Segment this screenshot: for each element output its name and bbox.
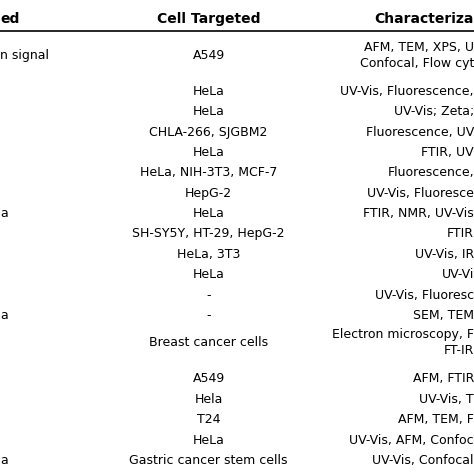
Text: -: - xyxy=(206,289,211,301)
Text: HeLa, 3T3: HeLa, 3T3 xyxy=(177,248,240,261)
Text: UV-Vis, Fluorescence,: UV-Vis, Fluorescence, xyxy=(340,85,474,98)
Text: Fluorescence,: Fluorescence, xyxy=(387,166,474,179)
Text: Hela: Hela xyxy=(194,393,223,406)
Text: Gastric cancer stem cells: Gastric cancer stem cells xyxy=(129,454,288,467)
Text: Characteriza: Characteriza xyxy=(374,12,474,26)
Text: FTIR, UV: FTIR, UV xyxy=(421,146,474,159)
Text: AFM, FTIR: AFM, FTIR xyxy=(413,373,474,385)
Text: A549: A549 xyxy=(192,373,225,385)
Text: UV-Vis, AFM, Confoc: UV-Vis, AFM, Confoc xyxy=(349,434,474,447)
Text: Breast cancer cells: Breast cancer cells xyxy=(149,337,268,349)
Text: HeLa: HeLa xyxy=(192,105,225,118)
Text: SEM, TEM: SEM, TEM xyxy=(413,309,474,322)
Text: Cell Targeted: Cell Targeted xyxy=(157,12,260,26)
Text: FTIR: FTIR xyxy=(447,228,474,240)
Text: A549: A549 xyxy=(192,49,225,62)
Text: a: a xyxy=(0,454,8,467)
Text: FTIR, NMR, UV-Vis: FTIR, NMR, UV-Vis xyxy=(363,207,474,220)
Text: a: a xyxy=(0,207,8,220)
Text: HeLa: HeLa xyxy=(192,268,225,281)
Text: UV-Vis; Zeta;: UV-Vis; Zeta; xyxy=(394,105,474,118)
Text: HepG-2: HepG-2 xyxy=(185,187,232,200)
Text: AFM, TEM, XPS, U
Confocal, Flow cyt: AFM, TEM, XPS, U Confocal, Flow cyt xyxy=(360,41,474,70)
Text: Electron microscopy, F
FT-IR: Electron microscopy, F FT-IR xyxy=(332,328,474,357)
Text: CHLA-266, SJGBM2: CHLA-266, SJGBM2 xyxy=(149,126,268,138)
Text: HeLa: HeLa xyxy=(192,146,225,159)
Text: T24: T24 xyxy=(197,413,220,426)
Text: AFM, TEM, F: AFM, TEM, F xyxy=(398,413,474,426)
Text: UV-Vis, Confocal: UV-Vis, Confocal xyxy=(373,454,474,467)
Text: UV-Vi: UV-Vi xyxy=(442,268,474,281)
Text: Fluorescence, UV: Fluorescence, UV xyxy=(366,126,474,138)
Text: UV-Vis, IR: UV-Vis, IR xyxy=(415,248,474,261)
Text: HeLa: HeLa xyxy=(192,434,225,447)
Text: UV-Vis, Fluoresc: UV-Vis, Fluoresc xyxy=(375,289,474,301)
Text: SH-SY5Y, HT-29, HepG-2: SH-SY5Y, HT-29, HepG-2 xyxy=(132,228,285,240)
Text: HeLa, NIH-3T3, MCF-7: HeLa, NIH-3T3, MCF-7 xyxy=(140,166,277,179)
Text: HeLa: HeLa xyxy=(192,207,225,220)
Text: a: a xyxy=(0,309,8,322)
Text: n signal: n signal xyxy=(0,49,49,62)
Text: ed: ed xyxy=(0,12,19,26)
Text: HeLa: HeLa xyxy=(192,85,225,98)
Text: UV-Vis, T: UV-Vis, T xyxy=(419,393,474,406)
Text: -: - xyxy=(206,309,211,322)
Text: UV-Vis, Fluoresce: UV-Vis, Fluoresce xyxy=(367,187,474,200)
